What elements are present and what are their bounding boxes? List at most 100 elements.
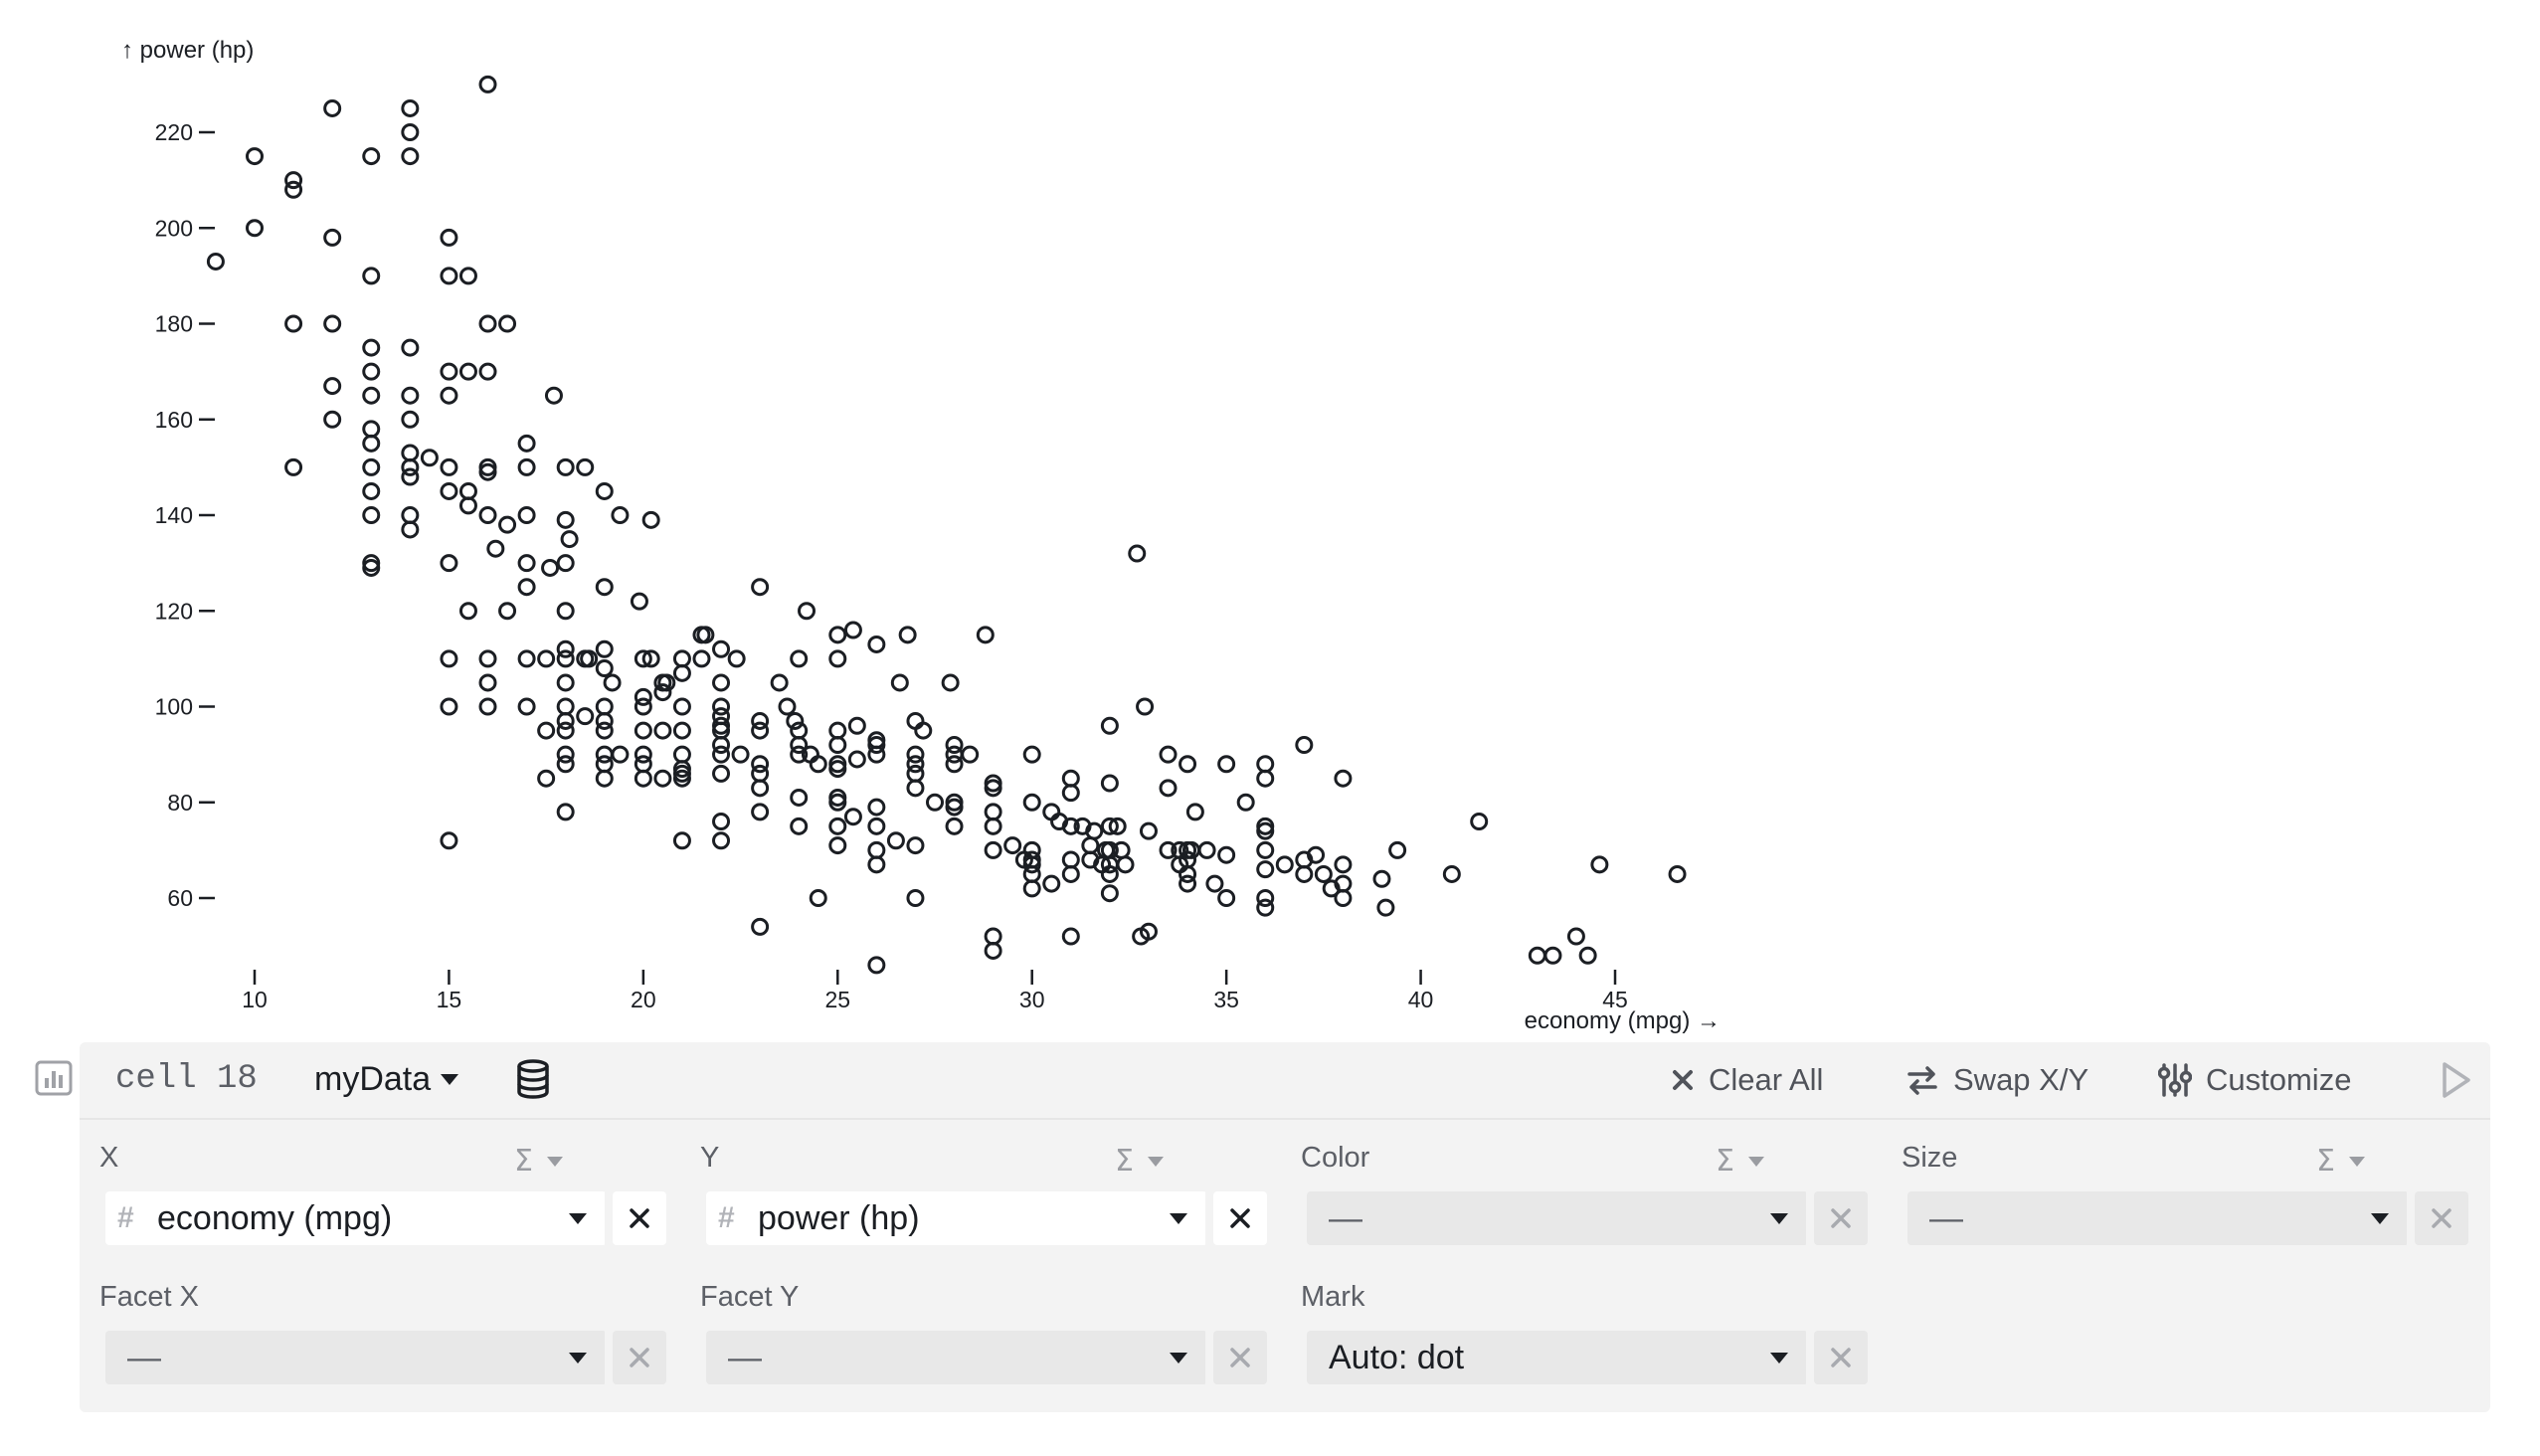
facet-y-value: — [728,1338,762,1376]
scatter-dot [906,836,925,855]
scatter-dot [828,736,847,754]
swap-xy-label: Swap X/Y [1953,1062,2089,1097]
scatter-dot [1590,855,1609,874]
scatter-dot [1256,755,1275,774]
scatter-dot [1139,821,1158,840]
field-color: Color Σ — [1281,1142,1868,1251]
chart-cell-icon[interactable] [34,1058,74,1098]
scatter-dot [1295,736,1314,754]
color-field-select[interactable]: — [1307,1191,1808,1245]
scatter-dot [362,434,381,453]
scatter-dot [1128,544,1147,563]
scatter-dot [595,711,614,730]
clear-color-button[interactable] [1814,1191,1868,1245]
scatter-dot [926,793,944,812]
close-icon [1831,1208,1851,1228]
clear-all-button[interactable]: Clear All [1671,1060,1823,1100]
scatter-chart: 60 80 100 120 140 160 180 200 220 10 15 20 25 30 35 40… [121,37,1721,1034]
scatter-dot [1205,874,1224,893]
chevron-down-icon[interactable] [1748,1156,1764,1167]
scatter-dot [362,362,381,381]
scatter-dot [1100,864,1119,883]
close-icon [1673,1070,1693,1090]
scatter-dot [1256,898,1275,917]
scatter-dot [362,267,381,285]
scatter-dot [1100,884,1119,903]
scatter-dot [1372,869,1391,888]
scatter-dot [843,808,862,826]
scatter-dot [712,673,731,692]
field-x-title: X [99,1142,119,1174]
scatter-dot [323,314,342,333]
scatter-dot [323,410,342,429]
color-field-value: — [1329,1198,1362,1237]
scatter-dot [751,764,770,783]
scatter-dot [1081,836,1100,855]
sigma-icon[interactable]: Σ [514,1144,533,1179]
scatter-dot [790,788,809,807]
scatter-dot [1236,793,1255,812]
chevron-down-icon[interactable] [1148,1156,1164,1167]
close-icon [1831,1348,1851,1367]
scatter-dot [517,434,536,453]
clear-facet-y-button[interactable] [1213,1331,1267,1384]
scatter-dot [867,736,886,754]
scatter-dot [672,831,691,850]
scatter-dot [867,798,886,817]
clear-x-button[interactable] [613,1191,666,1245]
scatter-dot [809,755,827,774]
scatter-dot [672,721,691,740]
scatter-dot [401,98,420,117]
mark-select[interactable]: Auto: dot [1307,1331,1808,1384]
scatter-dot [1256,769,1275,788]
scatter-dot [517,457,536,476]
scatter-dot [867,745,886,764]
clear-facet-x-button[interactable] [613,1331,666,1384]
clear-size-button[interactable] [2415,1191,2468,1245]
scatter-dot [1022,864,1041,883]
chart-builder-toolbar: cell 18 myData Clear All Swap X/Y [80,1042,2490,1120]
scatter-dot [653,683,672,702]
sigma-icon[interactable]: Σ [1115,1144,1134,1179]
scatter-dot [712,764,731,783]
scatter-dot [1179,864,1197,883]
scatter-dot [595,769,614,788]
clear-y-button[interactable] [1213,1191,1267,1245]
scatter-dot [906,779,925,798]
y-tick-label: 60 [167,885,193,911]
facet-y-select[interactable]: — [706,1331,1207,1384]
scatter-dot [1543,946,1562,965]
scatter-dot [541,558,560,577]
chevron-down-icon[interactable] [547,1156,563,1167]
x-axis-label: economy (mpg) → [1525,1007,1721,1034]
sigma-icon[interactable]: Σ [2316,1144,2335,1179]
scatter-dot [401,410,420,429]
scatter-dot [1022,855,1041,874]
scatter-dot [478,506,497,524]
run-icon[interactable] [2439,1060,2472,1100]
scatter-dot [984,941,1002,960]
scatter-dot [537,769,556,788]
scatter-dot [517,554,536,573]
scatter-dot [1578,946,1597,965]
scatter-dot [984,817,1002,835]
clear-mark-button[interactable] [1814,1331,1868,1384]
scatter-dot [890,673,909,692]
scatter-dot [843,621,862,639]
swap-xy-button[interactable]: Swap X/Y [1905,1060,2088,1100]
sigma-icon[interactable]: Σ [1716,1144,1734,1179]
y-field-select[interactable]: # power (hp) [706,1191,1207,1245]
field-facet-x: Facet X — [80,1281,666,1390]
scatter-dot [1061,864,1080,883]
size-field-select[interactable]: — [1907,1191,2409,1245]
facet-x-select[interactable]: — [105,1331,607,1384]
x-field-select[interactable]: # economy (mpg) [105,1191,607,1245]
scatter-dot [478,462,497,481]
scatter-dot [1061,817,1080,835]
database-icon[interactable] [515,1058,551,1100]
chevron-down-icon[interactable] [2349,1156,2365,1167]
customize-button[interactable]: Customize [2158,1060,2351,1100]
dataset-selector[interactable]: myData [314,1059,459,1099]
scatter-dot [898,626,917,644]
scatter-dot [1256,889,1275,907]
